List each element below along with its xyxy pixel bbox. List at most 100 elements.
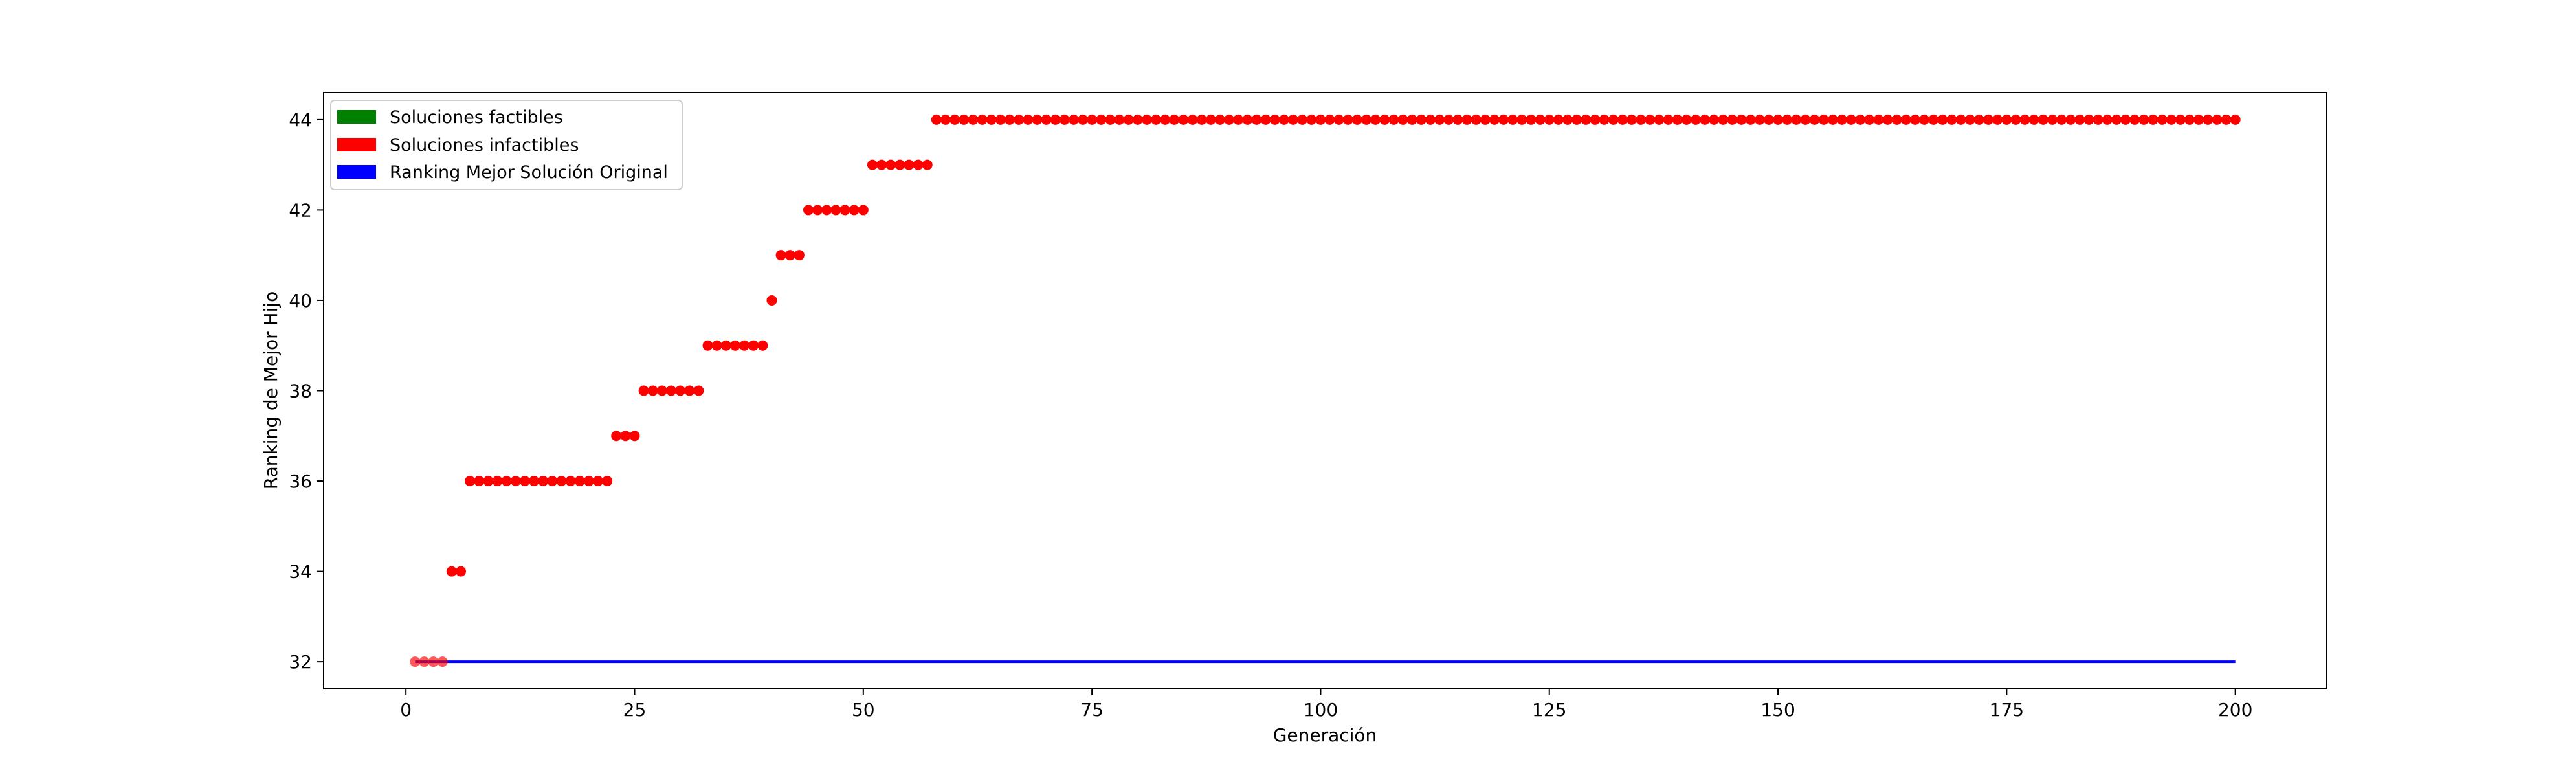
point-infactible [2102, 114, 2113, 125]
chart-marks [410, 114, 2241, 667]
point-infactible [1581, 114, 1592, 125]
point-infactible [638, 385, 649, 396]
point-infactible [1855, 114, 1866, 125]
point-infactible [867, 159, 878, 170]
point-infactible [1224, 114, 1235, 125]
point-infactible [1032, 114, 1043, 125]
point-infactible [1864, 114, 1875, 125]
legend-label-infactibles: Soluciones infactibles [390, 135, 579, 155]
point-infactible [1946, 114, 1957, 125]
point-infactible [1562, 114, 1573, 125]
point-infactible [977, 114, 988, 125]
x-tick-label: 0 [400, 699, 412, 721]
x-axis-label: Generación [1273, 724, 1377, 746]
point-infactible [949, 114, 960, 125]
y-tick-label: 40 [289, 290, 312, 311]
point-infactible [2093, 114, 2104, 125]
point-infactible [2083, 114, 2094, 125]
point-infactible [766, 295, 777, 306]
point-infactible [1123, 114, 1134, 125]
point-infactible [465, 476, 476, 487]
point-infactible [1169, 114, 1180, 125]
point-infactible [1397, 114, 1408, 125]
point-infactible [1992, 114, 2003, 125]
point-infactible [1645, 114, 1656, 125]
point-infactible [1507, 114, 1518, 125]
point-infactible [2074, 114, 2085, 125]
point-infactible [2166, 114, 2177, 125]
legend-swatch-infactibles [337, 138, 376, 151]
point-infactible [940, 114, 951, 125]
x-tick-label: 175 [1990, 699, 2024, 721]
point-infactible [2148, 114, 2159, 125]
point-infactible [1544, 114, 1555, 125]
point-infactible [1151, 114, 1162, 125]
point-infactible [647, 385, 658, 396]
point-infactible [748, 340, 759, 351]
point-infactible [1681, 114, 1692, 125]
point-infactible [2230, 114, 2241, 125]
point-infactible [931, 114, 942, 125]
point-infactible [1251, 114, 1262, 125]
y-tick-label: 38 [289, 381, 312, 402]
point-infactible [1672, 114, 1683, 125]
point-infactible [1004, 114, 1015, 125]
point-infactible [1132, 114, 1143, 125]
point-infactible [1736, 114, 1747, 125]
point-infactible [1434, 114, 1445, 125]
x-axis-ticks: 0 25 50 75 100 125 150 175 200 [400, 689, 2252, 721]
point-infactible [1443, 114, 1454, 125]
point-infactible [1342, 114, 1353, 125]
point-infactible [2047, 114, 2058, 125]
point-infactible [1818, 114, 1829, 125]
point-infactible [1654, 114, 1665, 125]
x-tick-label: 150 [1760, 699, 1795, 721]
point-infactible [1023, 114, 1034, 125]
point-infactible [583, 476, 594, 487]
point-infactible [913, 159, 924, 170]
point-infactible [1242, 114, 1253, 125]
point-infactible [574, 476, 585, 487]
point-infactible [2037, 114, 2049, 125]
x-tick-label: 200 [2218, 699, 2252, 721]
y-tick-label: 34 [289, 561, 312, 583]
point-infactible [519, 476, 530, 487]
point-infactible [1900, 114, 1911, 125]
point-infactible [711, 340, 722, 351]
point-infactible [1205, 114, 1216, 125]
point-infactible [885, 159, 896, 170]
point-infactible [1141, 114, 1152, 125]
x-tick-label: 25 [623, 699, 647, 721]
point-infactible [565, 476, 576, 487]
point-infactible [428, 656, 439, 667]
x-tick-label: 125 [1532, 699, 1566, 721]
point-infactible [629, 431, 640, 442]
y-tick-label: 32 [289, 651, 312, 673]
point-infactible [666, 385, 677, 396]
point-infactible [1699, 114, 1710, 125]
point-infactible [1727, 114, 1738, 125]
point-infactible [1425, 114, 1436, 125]
x-tick-label: 50 [852, 699, 875, 721]
point-infactible [1315, 114, 1326, 125]
point-infactible [1882, 114, 1893, 125]
legend-swatch-ranking-original [337, 165, 376, 179]
point-infactible [922, 159, 933, 170]
point-infactible [1087, 114, 1098, 125]
point-infactible [1351, 114, 1362, 125]
point-infactible [784, 250, 795, 261]
point-infactible [483, 476, 494, 487]
point-infactible [1937, 114, 1948, 125]
point-infactible [702, 340, 713, 351]
point-infactible [556, 476, 567, 487]
point-infactible [1461, 114, 1472, 125]
point-infactible [1233, 114, 1244, 125]
point-infactible [995, 114, 1006, 125]
point-infactible [757, 340, 768, 351]
point-infactible [1919, 114, 1930, 125]
point-infactible [529, 476, 540, 487]
point-infactible [830, 205, 841, 216]
y-axis-label: Ranking de Mejor Hijo [260, 291, 282, 490]
point-infactible [2019, 114, 2030, 125]
